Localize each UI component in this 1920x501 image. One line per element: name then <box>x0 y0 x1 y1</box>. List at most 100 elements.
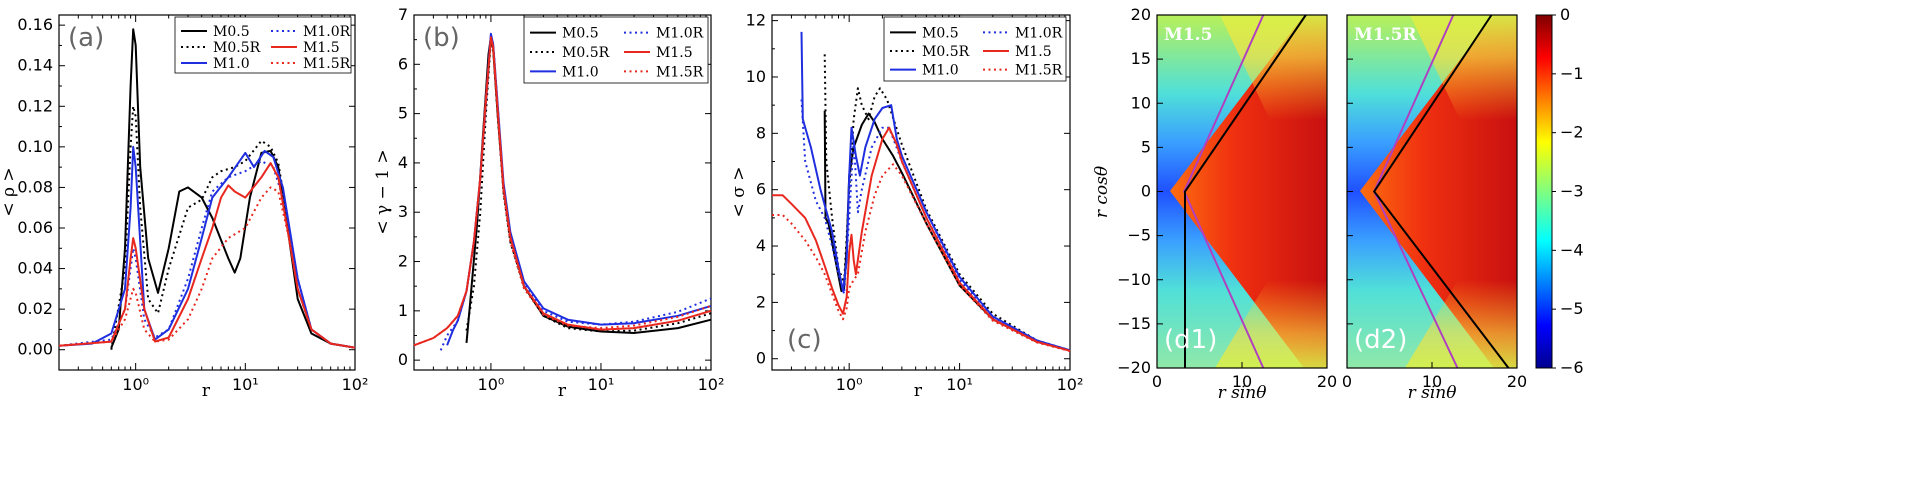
panel-a-xlabel: r <box>202 381 211 401</box>
series-m1-0 <box>800 31 1071 352</box>
panel-d1-xlabel: r sinθ <box>1218 383 1267 403</box>
colorbar: 0 −1 −2 −3 −4 −5 −6 <box>1535 5 1584 377</box>
colorbar-gradient <box>1535 14 1553 369</box>
legend-label: M0.5R <box>213 40 261 56</box>
y-tick-label: −5 <box>1127 226 1151 245</box>
panel-d2-upper-shading <box>1410 15 1517 120</box>
y-tick-label: 6 <box>398 54 408 73</box>
panel-c-xlabel: r <box>914 381 923 401</box>
y-tick-label: 4 <box>398 153 408 172</box>
panel-d2-xlabel: r sinθ <box>1408 383 1457 403</box>
y-tick-label: −10 <box>1117 270 1151 289</box>
y-tick-label: −20 <box>1117 358 1151 377</box>
y-tick-label: 0.00 <box>17 340 53 359</box>
y-tick-label: 4 <box>756 236 766 255</box>
y-tick-label: 1 <box>398 301 408 320</box>
y-tick-label: 0.10 <box>17 137 53 156</box>
panel-d1-ticks: 0 10 20 −20 −15 −10 −5 0 5 10 15 20 <box>1117 5 1337 391</box>
colorbar-tick-label: −6 <box>1560 358 1584 377</box>
colorbar-tick-label: 0 <box>1560 5 1570 24</box>
legend-label: M1.5 <box>656 45 693 61</box>
colorbar-tick-label: −4 <box>1560 240 1584 259</box>
x-tick-label: 10¹ <box>232 375 259 394</box>
y-tick-label: 0 <box>398 350 408 369</box>
y-tick-label: 5 <box>398 104 408 123</box>
y-tick-label: 0.12 <box>17 96 53 115</box>
panel-d1: M1.5 (d1) 0 10 20 −20 −15 −10 −5 0 5 10 15 20 r sin… <box>1092 5 1337 403</box>
x-tick-label: 0 <box>1342 372 1352 391</box>
series-m1-0 <box>58 145 356 349</box>
panel-a-ticks: 0.00 0.02 0.04 0.06 0.08 0.10 0.12 0.14 0.16 10⁰ 1… <box>17 15 368 394</box>
legend-label: M1.0 <box>213 56 250 72</box>
panel-d2-lower-shading <box>1405 280 1517 368</box>
series-m1-5r <box>58 186 356 349</box>
x-tick-label: 10 <box>1232 372 1252 391</box>
series-m1-0r <box>800 99 1071 352</box>
panel-b-legend: M0.5 M0.5R M1.0 M1.0R M1.5 M1.5R <box>523 16 709 84</box>
y-tick-label: 7 <box>398 5 408 24</box>
panel-b-series <box>413 32 712 351</box>
series-m1-0r <box>58 160 356 349</box>
panel-d-ylabel: r cosθ <box>1092 166 1112 218</box>
legend-label: M1.0R <box>656 26 704 42</box>
y-tick-label: 0 <box>756 349 766 368</box>
panel-a-series <box>58 28 356 350</box>
panel-a: 0.00 0.02 0.04 0.06 0.08 0.10 0.12 0.14 0.16 10⁰ 1… <box>0 14 368 401</box>
panel-b: 0 1 2 3 4 5 6 7 10⁰ 10¹ 10² M0.5 M0.5R M1.0 M1.0R M1.5… <box>373 5 724 401</box>
panel-a-frame <box>58 14 356 371</box>
legend-label: M1.0R <box>1015 25 1063 41</box>
x-tick-label: 10² <box>342 375 369 394</box>
y-tick-label: 0.02 <box>17 299 53 318</box>
x-tick-label: 10¹ <box>588 375 615 394</box>
colorbar-tick-label: −2 <box>1560 123 1584 142</box>
y-tick-label: 8 <box>756 123 766 142</box>
y-tick-label: 0 <box>1141 182 1151 201</box>
panel-c-ylabel: < σ > <box>729 167 749 218</box>
series-m1-5 <box>58 162 356 349</box>
legend-label: M0.5 <box>562 26 599 42</box>
y-tick-label: 10 <box>746 67 766 86</box>
y-tick-label: 0.04 <box>17 259 53 278</box>
panel-d1-lower-shading <box>1215 280 1327 368</box>
panel-c-series <box>772 31 1071 353</box>
y-tick-label: 2 <box>756 292 766 311</box>
colorbar-tick-label: −1 <box>1560 64 1584 83</box>
panel-d2-ticks: 0 10 20 <box>1342 14 1527 391</box>
x-tick-label: 0 <box>1152 372 1162 391</box>
x-tick-label: 10 <box>1422 372 1442 391</box>
legend-label: M1.5R <box>1015 63 1063 79</box>
y-tick-label: 0.16 <box>17 15 53 34</box>
panel-d1-model: M1.5 <box>1164 25 1212 45</box>
panel-d2-label: (d2) <box>1354 325 1407 355</box>
legend-label: M1.0 <box>922 63 959 79</box>
y-tick-label: 0.14 <box>17 56 53 75</box>
panel-d2-model: M1.5R <box>1354 25 1417 45</box>
y-tick-label: 0.08 <box>17 177 53 196</box>
y-tick-label: 3 <box>398 202 408 221</box>
panel-c: 0 2 4 6 8 10 12 10⁰ 10¹ 10² M0.5 M0.5R M1.0 M1.0R M1.… <box>729 11 1083 401</box>
colorbar-tick-label: −3 <box>1560 182 1584 201</box>
y-tick-label: 20 <box>1131 5 1151 24</box>
panel-a-label: (a) <box>68 23 104 53</box>
panel-c-label: (c) <box>787 325 822 355</box>
y-tick-label: 15 <box>1131 49 1151 68</box>
panel-d2-black-contour <box>1372 14 1510 369</box>
series-m0-5 <box>110 28 356 349</box>
colorbar-ticks: 0 −1 −2 −3 −4 −5 −6 <box>1552 5 1584 377</box>
series-m1-5r <box>772 163 1071 353</box>
legend-label: M1.5 <box>1015 44 1052 60</box>
series-m1-5 <box>772 126 1071 352</box>
y-tick-label: 12 <box>746 11 766 30</box>
series-m1-5r <box>413 38 712 347</box>
y-tick-label: 0.06 <box>17 218 53 237</box>
series-m0-5r <box>823 54 1071 352</box>
y-tick-label: 6 <box>756 180 766 199</box>
y-tick-label: 2 <box>398 252 408 271</box>
legend-label: M0.5R <box>922 44 970 60</box>
y-tick-label: 5 <box>1141 137 1151 156</box>
series-m1-5 <box>413 36 712 347</box>
panel-c-legend: M0.5 M0.5R M1.0 M1.0R M1.5 M1.5R <box>883 16 1067 82</box>
panel-b-label: (b) <box>423 23 460 53</box>
